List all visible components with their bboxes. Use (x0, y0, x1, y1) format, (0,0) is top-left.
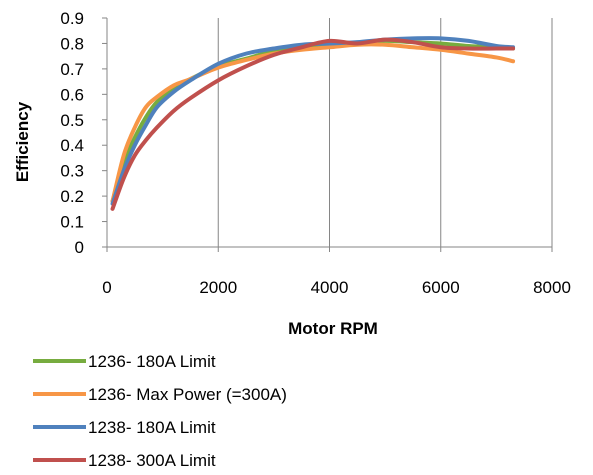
y-tick-label: 0.8 (60, 34, 84, 53)
series-line-1 (110, 38, 516, 204)
legend-label: 1238- 300A Limit (88, 451, 216, 470)
y-tick-label: 0.9 (60, 9, 84, 28)
series-line-4 (110, 37, 516, 211)
series-line-2 (110, 42, 516, 204)
y-tick-label: 0 (75, 238, 84, 257)
x-axis-label: Motor RPM (288, 319, 378, 338)
y-axis-label: Efficiency (13, 101, 32, 182)
x-tick-label: 8000 (533, 278, 571, 297)
x-tick-label: 0 (102, 278, 111, 297)
x-tick-label: 4000 (311, 278, 349, 297)
axis-labels: Motor RPM Efficiency (13, 101, 378, 338)
legend: 1236- 180A Limit 1236- Max Power (=300A) 1… (33, 352, 287, 470)
legend-label: 1238- 180A Limit (88, 418, 216, 437)
legend-item-2: 1236- Max Power (=300A) (33, 385, 287, 404)
x-tick-label: 2000 (199, 278, 237, 297)
y-tick-label: 0.7 (60, 60, 84, 79)
axes (102, 17, 553, 252)
x-tick-label: 6000 (422, 278, 460, 297)
legend-item-3: 1238- 180A Limit (33, 418, 216, 437)
legend-item-4: 1238- 300A Limit (33, 451, 216, 470)
y-tick-label: 0.1 (60, 213, 84, 232)
legend-item-1: 1236- 180A Limit (33, 352, 216, 371)
legend-label: 1236- 180A Limit (88, 352, 216, 371)
y-tick-label: 0.2 (60, 187, 84, 206)
series-line-3 (110, 36, 516, 206)
y-tick-label: 0.5 (60, 111, 84, 130)
y-tick-label: 0.6 (60, 85, 84, 104)
y-tick-label: 0.4 (60, 136, 84, 155)
tick-labels: 0 0.1 0.2 0.3 0.4 0.5 0.6 0.7 0.8 0.9 0 2000 4000 600… (60, 9, 571, 297)
y-tick-label: 0.3 (60, 162, 84, 181)
series-lines (110, 36, 516, 211)
vertical-gridlines (217, 18, 553, 247)
legend-label: 1236- Max Power (=300A) (88, 385, 287, 404)
